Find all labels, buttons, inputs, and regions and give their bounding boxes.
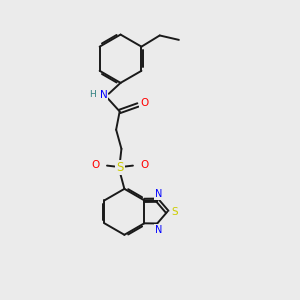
Text: N: N	[100, 90, 107, 100]
Text: S: S	[171, 207, 178, 217]
Text: N: N	[155, 189, 162, 199]
Text: O: O	[141, 160, 149, 170]
Text: O: O	[140, 98, 148, 109]
Text: S: S	[116, 160, 124, 174]
Text: O: O	[91, 160, 99, 170]
Text: H: H	[89, 90, 96, 99]
Text: N: N	[155, 225, 162, 235]
